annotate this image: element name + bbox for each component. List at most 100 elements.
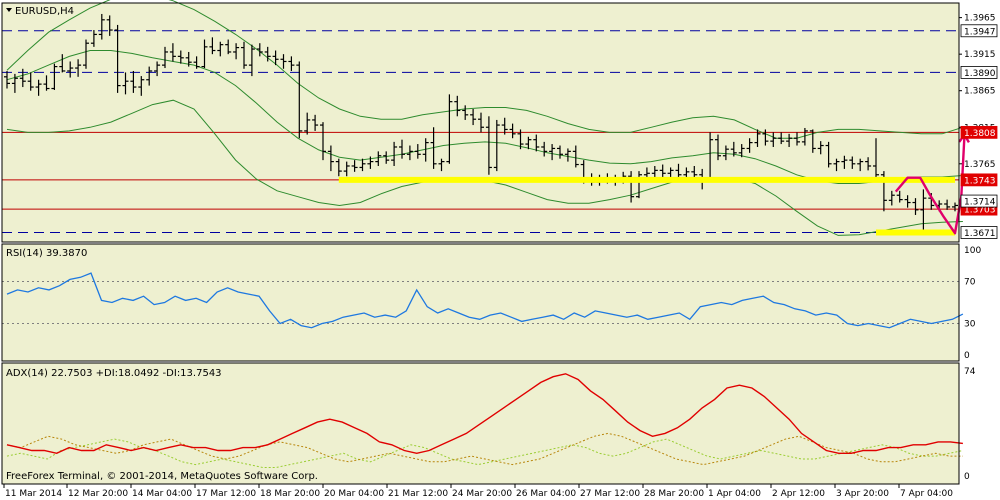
ohlc-bar: [383, 151, 390, 164]
ohlc-bar: [272, 50, 279, 66]
ohlc-bar: [438, 158, 445, 172]
ohlc-bar: [146, 66, 153, 86]
time-tick-label: 2 Apr 12:00: [772, 489, 825, 499]
ohlc-bar: [564, 148, 571, 162]
ohlc-bar: [90, 30, 97, 47]
ohlc-bar: [501, 117, 508, 135]
ohlc-bar: [169, 43, 176, 62]
ohlc-bar: [185, 51, 192, 67]
bollinger-upper-line: [6, 0, 964, 139]
ohlc-bar: [406, 145, 413, 161]
ohlc-bar: [320, 122, 326, 161]
ohlc-bar: [857, 158, 864, 172]
ohlc-bar: [193, 56, 200, 69]
price-tag-bg: [960, 125, 998, 139]
ohlc-bar: [896, 190, 903, 203]
ohlc-bar: [888, 190, 895, 206]
ohlc-bar: [770, 132, 777, 147]
ohlc-bar: [11, 73, 18, 93]
price-tick-label: 1.3915: [964, 50, 996, 60]
ohlc-bar: [75, 59, 82, 77]
ohlc-bar: [549, 144, 556, 161]
ohlc-bar: [343, 161, 350, 177]
ohlc-bar: [19, 68, 26, 88]
time-tick-label: 28 Mar 20:00: [644, 489, 704, 499]
time-axis: 11 Mar 2014 12 Mar 20:00 14 Mar 04:00 17 Ma…: [3, 484, 953, 499]
dropdown-triangle-icon: [6, 8, 12, 12]
price-axis: 1.39651.39151.38651.38151.37651.39471.38…: [959, 14, 998, 239]
ohlc-bar: [225, 39, 232, 55]
price-tag-bg: [960, 226, 998, 239]
price-tag-bg: [960, 66, 998, 79]
adx-axis: 74 0: [964, 367, 976, 482]
ohlc-bar: [912, 198, 919, 215]
current-price-label: 1.3714: [964, 198, 996, 208]
ohlc-bar: [98, 13, 105, 40]
ohlc-bar: [312, 114, 319, 131]
time-tick-label: 3 Apr 20:00: [836, 489, 889, 499]
ohlc-bar: [430, 127, 437, 169]
ohlc-bar: [478, 112, 484, 133]
copyright-text: FreeForex Terminal, © 2001-2014, MetaQuo…: [6, 471, 318, 482]
ohlc-bar: [177, 50, 184, 64]
ohlc-bar: [470, 108, 477, 126]
highlight-zone: [876, 229, 955, 236]
bollinger-middle-line: [6, 50, 963, 184]
rsi-panel: RSI(14) 39.3870 100 70 30 0: [1, 243, 981, 362]
ohlc-bar: [422, 138, 429, 162]
ohlc-bar: [43, 75, 50, 91]
ohlc-bar: [201, 39, 208, 69]
ohlc-bar: [83, 39, 89, 69]
highlight-zones: [338, 176, 955, 236]
ohlc-bar: [367, 156, 374, 169]
ohlc-bar: [130, 70, 137, 93]
ohlc-bar: [162, 46, 168, 69]
ohlc-bar: [801, 127, 808, 146]
ohlc-bar: [675, 163, 682, 178]
ohlc-bar: [786, 133, 793, 147]
ohlc-bar: [794, 132, 800, 146]
ohlc-bar: [327, 145, 334, 172]
ohlc-bar: [920, 189, 927, 232]
ohlc-bar: [241, 41, 247, 69]
ohlc-bar: [628, 171, 635, 203]
ohlc-bar: [730, 141, 737, 157]
rsi-tick-label: 100: [964, 246, 981, 256]
time-tick-label: 17 Mar 12:00: [196, 489, 256, 499]
ohlc-bar: [280, 54, 287, 69]
forecast-path: [894, 134, 966, 235]
adx-series: [6, 373, 964, 468]
ohlc-bar: [27, 72, 34, 91]
ohlc-bar: [351, 160, 358, 172]
adx-label: ADX(14) 22.7503 +DI:18.0492 -DI:13.7543: [6, 368, 222, 379]
price-tag-bg: [960, 173, 998, 187]
rsi-label: RSI(14) 39.3870: [6, 248, 87, 259]
price-tick-label: 1.3765: [964, 160, 996, 170]
ohlc-bar: [462, 105, 469, 120]
time-tick-label: 27 Mar 12:00: [580, 489, 640, 499]
highlight-zone: [338, 176, 955, 183]
ohlc-bar: [454, 95, 461, 117]
ohlc-bar: [841, 155, 848, 169]
ohlc-bar: [335, 158, 342, 177]
time-tick-label: 18 Mar 20:00: [260, 489, 320, 499]
ohlc-bar: [762, 129, 769, 146]
ohlc-bar: [485, 116, 492, 175]
time-tick-label: 20 Mar 04:00: [324, 489, 384, 499]
ohlc-bar: [359, 158, 366, 172]
ohlc-bar: [375, 151, 382, 166]
ohlc-bar: [722, 145, 729, 161]
ohlc-bar: [493, 119, 500, 172]
ohlc-bar: [4, 70, 10, 89]
price-tag-label: 1.3947: [964, 27, 996, 37]
ohlc-bar: [754, 129, 761, 147]
ohlc-bar: [264, 46, 271, 62]
minus-di-line: [6, 432, 963, 466]
ohlc-bar: [533, 134, 540, 152]
rsi-series: [6, 272, 964, 329]
ohlc-bar: [636, 171, 642, 199]
ohlc-bar: [809, 129, 816, 153]
ohlc-bar: [944, 199, 951, 210]
ohlc-bar: [51, 63, 58, 90]
